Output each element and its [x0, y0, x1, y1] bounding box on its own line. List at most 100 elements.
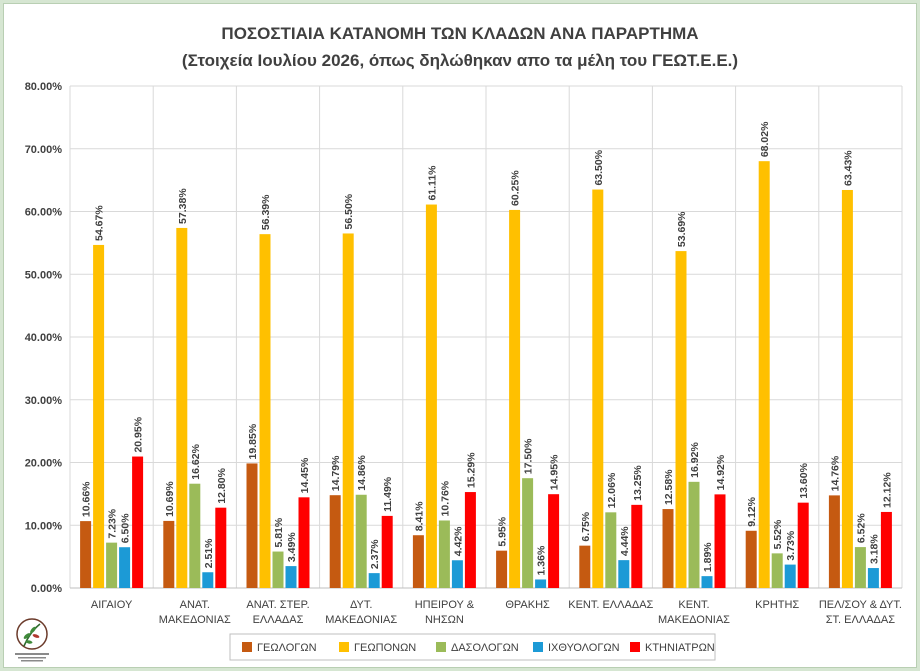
bar: [841, 189, 853, 588]
data-label: 20.95%: [133, 416, 145, 452]
category-label: ΗΠΕΙΡΟΥ &: [415, 599, 475, 611]
data-label: 63.43%: [842, 150, 854, 186]
bar: [342, 233, 354, 588]
data-label: 14.79%: [330, 455, 342, 491]
data-label: 14.92%: [715, 454, 727, 490]
data-label: 12.80%: [216, 467, 228, 503]
data-label: 10.76%: [439, 480, 451, 516]
data-label: 12.58%: [663, 469, 675, 505]
y-tick-label: 20.00%: [25, 458, 63, 470]
bar: [688, 481, 700, 588]
bar: [438, 520, 450, 588]
bar: [854, 547, 866, 588]
category-label: ΜΑΚΕΔΟΝΙΑΣ: [159, 614, 231, 626]
bar: [509, 209, 521, 588]
bar: [592, 189, 604, 588]
bar: [784, 564, 796, 588]
data-label: 1.89%: [702, 542, 714, 572]
legend-swatch: [436, 642, 446, 652]
bar: [714, 494, 726, 588]
bar: [451, 560, 463, 588]
bar: [828, 495, 840, 588]
data-label: 12.06%: [606, 472, 618, 508]
data-label: 8.41%: [413, 501, 425, 531]
data-label: 3.49%: [286, 532, 298, 562]
data-label: 19.85%: [247, 423, 259, 459]
bar: [579, 545, 591, 588]
data-label: 16.62%: [190, 443, 202, 479]
category-label: ΠΕΛ/ΣΟΥ & ΔΥΤ.: [819, 599, 902, 611]
data-label: 6.75%: [580, 511, 592, 541]
data-label: 2.37%: [369, 539, 381, 569]
y-tick-label: 0.00%: [31, 583, 62, 595]
data-label: 4.44%: [619, 526, 631, 556]
bar: [272, 551, 284, 588]
data-label: 63.50%: [593, 149, 605, 185]
category-label: ΜΑΚΕΔΟΝΙΑΣ: [658, 614, 730, 626]
data-label: 3.73%: [785, 530, 797, 560]
category-label: ΕΛΛΑΔΑΣ: [253, 614, 304, 626]
data-label: 10.66%: [81, 481, 93, 517]
bar: [412, 535, 424, 588]
category-label: ΘΡΑΚΗΣ: [505, 599, 550, 611]
bar: [745, 530, 757, 588]
bar: [176, 227, 188, 589]
bar: [285, 566, 297, 588]
bar: [880, 511, 892, 588]
legend-swatch: [533, 642, 543, 652]
bar: [329, 495, 341, 588]
bar: [215, 507, 227, 588]
data-label: 9.12%: [746, 496, 758, 526]
data-label: 56.50%: [343, 193, 355, 229]
bar: [496, 550, 508, 588]
data-label: 10.69%: [164, 481, 176, 517]
y-tick-label: 30.00%: [25, 395, 63, 407]
legend-label: ΚΤΗΝΙΑΤΡΩΝ: [645, 642, 715, 654]
category-label: ΑΙΓΑΙΟΥ: [91, 599, 133, 611]
legend-label: ΙΧΘΥΟΛΟΓΩΝ: [548, 642, 620, 654]
data-label: 2.51%: [203, 538, 215, 568]
y-tick-label: 40.00%: [25, 332, 63, 344]
data-label: 1.36%: [536, 545, 548, 575]
legend-swatch: [630, 642, 640, 652]
data-label: 5.52%: [772, 519, 784, 549]
bar: [464, 492, 476, 588]
bar: [119, 547, 131, 588]
data-label: 14.45%: [299, 457, 311, 493]
data-label: 4.42%: [452, 526, 464, 556]
bar: [381, 515, 393, 588]
data-label: 14.95%: [549, 454, 561, 490]
data-label: 13.25%: [632, 465, 644, 501]
data-label: 6.50%: [120, 513, 132, 543]
data-label: 17.50%: [523, 438, 535, 474]
category-label: ΣΤ. ΕΛΛΑΔΑΣ: [826, 614, 895, 626]
category-label: ΔΥΤ.: [350, 599, 372, 611]
chart-frame: ΠΟΣΟΣΤΙΑΙΑ ΚΑΤΑΝΟΜΗ ΤΩΝ ΚΛΑΔΩΝ ΑΝΑ ΠΑΡΑΡ…: [3, 3, 917, 668]
data-label: 14.86%: [356, 454, 368, 490]
y-tick-label: 50.00%: [25, 269, 63, 281]
bar: [701, 576, 713, 588]
bar: [298, 497, 310, 588]
data-label: 13.60%: [798, 462, 810, 498]
legend-label: ΓΕΩΛΟΓΩΝ: [257, 642, 317, 654]
chart-subtitle: (Στοιχεία Ιουλίου 2026, όπως δηλώθηκαν α…: [181, 51, 739, 70]
bar: [867, 568, 879, 588]
bar: [368, 573, 380, 588]
data-label: 6.52%: [855, 513, 867, 543]
data-label: 53.69%: [676, 211, 688, 247]
data-label: 11.49%: [382, 476, 394, 512]
category-label: ΑΝΑΤ. ΣΤΕΡ.: [246, 599, 309, 611]
data-label: 15.29%: [465, 452, 477, 488]
data-label: 5.81%: [273, 517, 285, 547]
data-label: 7.23%: [107, 508, 119, 538]
y-tick-label: 80.00%: [25, 81, 63, 93]
bar: [189, 483, 201, 588]
category-label: ΚΕΝΤ. ΕΛΛΑΔΑΣ: [568, 599, 653, 611]
category-label: ΑΝΑΤ.: [180, 599, 210, 611]
legend-label: ΓΕΩΠΟΝΩΝ: [354, 642, 416, 654]
bar: [535, 579, 547, 588]
bar: [631, 504, 643, 588]
legend-swatch: [242, 642, 252, 652]
bar: [202, 572, 214, 588]
legend-swatch: [339, 642, 349, 652]
